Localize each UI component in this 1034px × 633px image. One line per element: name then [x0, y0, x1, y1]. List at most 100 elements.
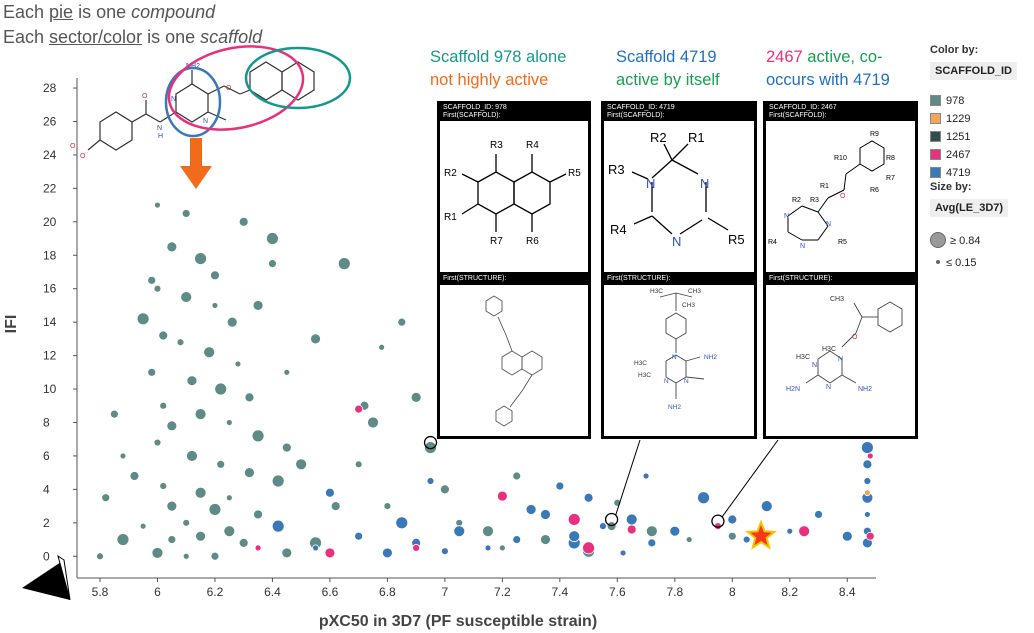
data-point-scaffold-978[interactable]	[424, 441, 437, 454]
data-point-scaffold-978[interactable]	[251, 429, 265, 443]
data-point-scaffold-2467[interactable]	[866, 452, 874, 460]
data-point-scaffold-978[interactable]	[109, 409, 119, 419]
data-point-scaffold-4719[interactable]	[354, 531, 364, 541]
data-point-scaffold-978[interactable]	[210, 551, 220, 561]
data-point-scaffold-978[interactable]	[645, 525, 658, 538]
data-point-scaffold-978[interactable]	[176, 338, 185, 347]
data-point-scaffold-978[interactable]	[166, 500, 178, 512]
data-point-scaffold-978[interactable]	[283, 368, 291, 376]
data-point-scaffold-4719[interactable]	[863, 477, 872, 485]
data-point-scaffold-4719[interactable]	[727, 514, 738, 525]
data-point-scaffold-978[interactable]	[253, 509, 263, 520]
legend-item-2467[interactable]: 2467	[930, 148, 970, 162]
data-point-scaffold-978[interactable]	[194, 252, 207, 266]
data-point-scaffold-2467[interactable]	[412, 543, 421, 552]
data-point-scaffold-978[interactable]	[281, 547, 293, 559]
legend-color-field[interactable]: SCAFFOLD_ID	[930, 62, 1017, 80]
data-point-scaffold-978[interactable]	[186, 450, 198, 462]
data-point-scaffold-978[interactable]	[116, 533, 130, 546]
data-point-scaffold-2467[interactable]	[354, 404, 364, 414]
data-point-scaffold-978[interactable]	[727, 531, 737, 541]
data-point-scaffold-4719[interactable]	[583, 492, 594, 503]
data-point-scaffold-978[interactable]	[211, 302, 219, 309]
data-point-scaffold-1229[interactable]	[863, 489, 871, 497]
data-point-scaffold-978[interactable]	[159, 401, 168, 410]
data-point-scaffold-978[interactable]	[271, 474, 285, 488]
data-point-scaffold-4719[interactable]	[862, 459, 873, 470]
data-point-scaffold-978[interactable]	[159, 482, 168, 490]
data-point-scaffold-978[interactable]	[151, 547, 164, 559]
data-point-scaffold-4719[interactable]	[625, 513, 638, 526]
data-point-scaffold-978[interactable]	[195, 530, 206, 542]
data-point-scaffold-978[interactable]	[153, 438, 162, 447]
data-point-scaffold-2467[interactable]	[496, 490, 508, 502]
data-point-scaffold-978[interactable]	[139, 522, 147, 530]
data-point-scaffold-978[interactable]	[281, 442, 292, 453]
data-point-scaffold-4719[interactable]	[786, 527, 794, 535]
data-point-scaffold-978[interactable]	[266, 232, 279, 245]
data-point-scaffold-978[interactable]	[194, 486, 207, 499]
data-point-scaffold-978[interactable]	[367, 416, 379, 429]
data-point-scaffold-978[interactable]	[410, 391, 422, 403]
data-point-scaffold-978[interactable]	[208, 503, 222, 516]
data-point-scaffold-4719[interactable]	[525, 504, 537, 515]
data-point-scaffold-978[interactable]	[101, 493, 111, 503]
data-point-scaffold-978[interactable]	[182, 552, 190, 560]
data-point-scaffold-978[interactable]	[225, 419, 233, 426]
data-point-scaffold-978[interactable]	[147, 275, 157, 285]
data-point-scaffold-978[interactable]	[238, 537, 249, 548]
data-point-scaffold-4719[interactable]	[312, 544, 319, 552]
data-point-scaffold-978[interactable]	[354, 460, 363, 469]
data-point-scaffold-978[interactable]	[234, 360, 242, 368]
data-point-scaffold-978[interactable]	[330, 501, 341, 511]
data-point-scaffold-978[interactable]	[153, 284, 162, 293]
data-point-scaffold-4719[interactable]	[440, 547, 449, 556]
legend-item-978[interactable]: 978	[930, 94, 964, 108]
data-point-scaffold-978[interactable]	[310, 333, 321, 345]
data-point-scaffold-2467[interactable]	[865, 531, 875, 541]
data-point-scaffold-978[interactable]	[203, 346, 216, 359]
data-point-scaffold-978[interactable]	[136, 312, 150, 326]
data-point-scaffold-2467[interactable]	[798, 525, 811, 538]
data-point-scaffold-2467[interactable]	[626, 524, 637, 535]
data-point-scaffold-4719[interactable]	[555, 481, 565, 491]
data-point-scaffold-978[interactable]	[439, 484, 450, 495]
data-point-scaffold-978[interactable]	[685, 536, 693, 543]
data-point-scaffold-978[interactable]	[252, 300, 264, 311]
data-point-scaffold-4719[interactable]	[860, 441, 874, 454]
data-point-scaffold-4719[interactable]	[512, 535, 522, 544]
data-point-scaffold-978[interactable]	[223, 525, 236, 538]
data-point-scaffold-978[interactable]	[216, 459, 226, 469]
data-point-scaffold-978[interactable]	[96, 552, 104, 561]
data-point-scaffold-4719[interactable]	[484, 544, 492, 552]
data-point-scaffold-978[interactable]	[119, 452, 127, 460]
data-point-scaffold-4719[interactable]	[619, 549, 627, 557]
data-point-scaffold-4719[interactable]	[395, 516, 409, 530]
data-point-scaffold-978[interactable]	[482, 525, 494, 538]
data-point-scaffold-4719[interactable]	[742, 535, 751, 544]
data-point-scaffold-2467[interactable]	[324, 547, 336, 559]
data-point-scaffold-978[interactable]	[540, 534, 551, 545]
data-point-scaffold-978[interactable]	[214, 382, 228, 396]
data-point-scaffold-4719[interactable]	[841, 530, 853, 542]
data-point-scaffold-4719[interactable]	[760, 500, 773, 512]
data-point-scaffold-978[interactable]	[244, 467, 255, 479]
data-point-scaffold-4719[interactable]	[271, 519, 285, 533]
legend-item-1229[interactable]: 1229	[930, 112, 970, 126]
data-point-scaffold-978[interactable]	[166, 241, 178, 253]
data-point-scaffold-4719[interactable]	[453, 525, 466, 538]
data-point-scaffold-978[interactable]	[147, 367, 157, 377]
legend-size-field[interactable]: Avg(LE_3D7)	[930, 199, 1009, 217]
data-point-scaffold-978[interactable]	[397, 317, 407, 327]
data-point-scaffold-978[interactable]	[606, 521, 617, 532]
data-point-scaffold-4719[interactable]	[540, 509, 551, 520]
data-point-scaffold-978[interactable]	[166, 420, 178, 432]
data-point-scaffold-978[interactable]	[158, 330, 169, 341]
data-point-scaffold-4719[interactable]	[568, 530, 581, 543]
legend-item-1251[interactable]: 1251	[930, 130, 970, 144]
data-point-scaffold-4719[interactable]	[863, 511, 871, 518]
data-point-scaffold-4719[interactable]	[669, 525, 681, 537]
data-point-scaffold-2467[interactable]	[254, 544, 262, 552]
data-point-scaffold-978[interactable]	[186, 375, 198, 387]
data-point-scaffold-4719[interactable]	[599, 522, 607, 531]
